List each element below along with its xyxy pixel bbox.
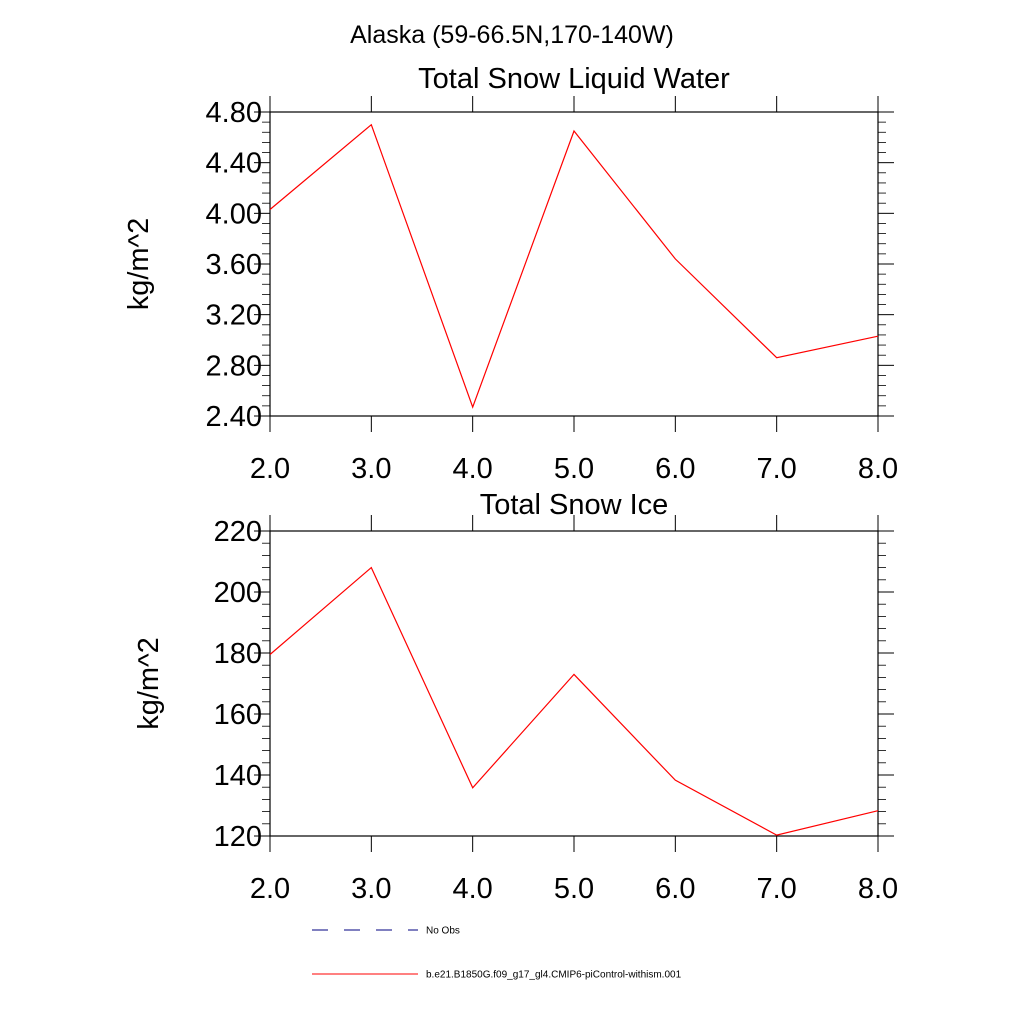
chart0-series-line-0 <box>269 123 879 409</box>
chart1-ytick-label: 160 <box>214 699 262 731</box>
chart0-title: Total Snow Liquid Water <box>418 63 730 95</box>
chart1-ytick-label: 120 <box>214 821 262 853</box>
chart0-ytick-label: 3.60 <box>206 249 262 281</box>
chart0-xtick-label: 5.0 <box>554 453 594 485</box>
chart1-ytick-label: 180 <box>214 638 262 670</box>
chart1-xtick-label: 6.0 <box>655 873 695 905</box>
chart0-ytick-label: 2.40 <box>206 401 262 433</box>
legend-label-no-obs: No Obs <box>426 926 460 937</box>
panel-snow-liquid-water: Total Snow Liquid Water 2.0 3.0 4.0 5.0 6.0 7.… <box>123 63 898 485</box>
figure-title: Alaska (59-66.5N,170-140W) <box>350 21 674 49</box>
chart0-ytick-label: 3.20 <box>206 300 262 332</box>
chart0-xtick-label: 6.0 <box>655 453 695 485</box>
chart0-ytick-label: 4.80 <box>206 97 262 129</box>
chart0-ytick-label: 2.80 <box>206 350 262 382</box>
chart0-xtick-label: 7.0 <box>757 453 797 485</box>
chart1-xtick-label: 8.0 <box>858 873 898 905</box>
chart0-xtick-label: 2.0 <box>250 453 290 485</box>
chart1-ytick-label: 220 <box>214 516 262 548</box>
legend-label-model: b.e21.B1850G.f09_g17_gl4.CMIP6-piControl… <box>426 970 682 981</box>
legend: No Obs b.e21.B1850G.f09_g17_gl4.CMIP6-pi… <box>312 926 682 981</box>
chart1-xtick-label: 4.0 <box>453 873 493 905</box>
chart1-series-line-0 <box>269 566 879 836</box>
chart1-ytick-label: 140 <box>214 760 262 792</box>
chart0-ytick-label: 4.00 <box>206 198 262 230</box>
chart1-xtick-label: 5.0 <box>554 873 594 905</box>
chart1-xtick-label: 2.0 <box>250 873 290 905</box>
chart0-xtick-label: 4.0 <box>453 453 493 485</box>
chart0-plot-frame <box>269 111 879 417</box>
chart1-xtick-label: 3.0 <box>351 873 391 905</box>
chart0-ylabel: kg/m^2 <box>123 218 155 311</box>
chart0-ytick-label: 4.40 <box>206 148 262 180</box>
chart1-ylabel: kg/m^2 <box>133 637 165 730</box>
chart0-xtick-label: 3.0 <box>351 453 391 485</box>
chart0-xtick-label: 8.0 <box>858 453 898 485</box>
chart1-xtick-label: 7.0 <box>757 873 797 905</box>
chart1-ytick-label: 200 <box>214 577 262 609</box>
